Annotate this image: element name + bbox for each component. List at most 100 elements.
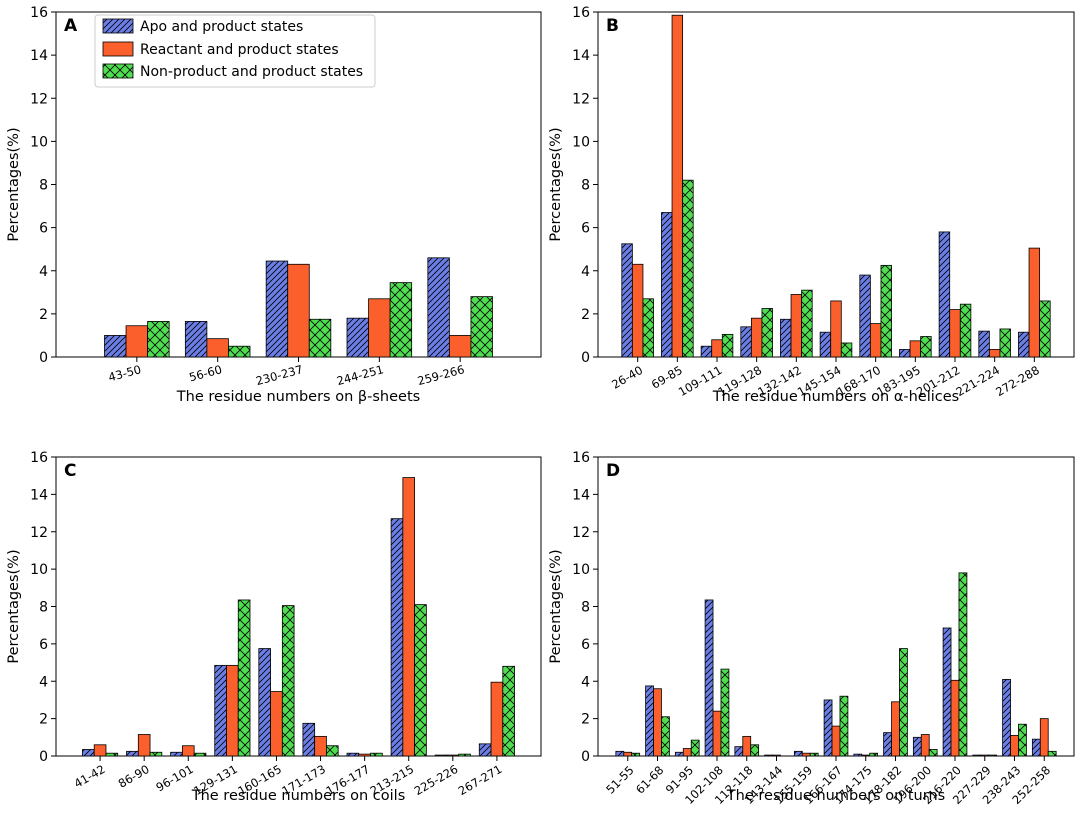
legend-label-nonproduct: Non-product and product states bbox=[140, 64, 363, 80]
y-tick-label: 12 bbox=[30, 525, 48, 541]
y-tick-label: 14 bbox=[572, 487, 590, 503]
bar-hatch-apo-102-108 bbox=[705, 599, 714, 756]
x-tick-label: 267-271 bbox=[456, 762, 505, 798]
panel-label-d: D bbox=[606, 461, 620, 481]
bar-hatch-nonproduct-26-40 bbox=[642, 298, 654, 357]
bar-hatch-nonproduct-201-212 bbox=[960, 304, 971, 357]
bar-hatch-apo-176-177 bbox=[347, 753, 359, 756]
bar-hatch-apo-168-170 bbox=[859, 275, 871, 357]
legend-label-apo: Apo and product states bbox=[140, 19, 303, 35]
y-tick-label: 2 bbox=[39, 307, 48, 323]
y-tick-label: 0 bbox=[39, 350, 48, 366]
y-tick-label: 4 bbox=[581, 674, 590, 690]
bar-reactant-26-40 bbox=[631, 263, 644, 358]
panel-label-b: B bbox=[606, 16, 619, 36]
y-tick-label: 0 bbox=[39, 749, 48, 765]
y-tick-label: 8 bbox=[581, 178, 590, 194]
bar-hatch-apo-272-288 bbox=[1018, 332, 1030, 357]
bar-hatch-apo-43-50 bbox=[104, 335, 127, 357]
y-tick-label: 14 bbox=[572, 48, 590, 64]
bar-hatch-apo-201-212 bbox=[939, 231, 950, 357]
bar-hatch-apo-166-167 bbox=[824, 699, 833, 756]
bar-hatch-nonproduct-91-95 bbox=[691, 740, 700, 756]
bar-hatch-nonproduct-96-101 bbox=[194, 753, 206, 756]
y-tick-label: 2 bbox=[39, 712, 48, 728]
y-axis-label: Percentages(%) bbox=[6, 549, 22, 663]
y-tick-label: 6 bbox=[39, 637, 48, 653]
y-tick-label: 4 bbox=[39, 264, 48, 280]
bar-reactant-216-220 bbox=[950, 679, 960, 757]
y-tick-label: 4 bbox=[39, 674, 48, 690]
bar-reactant-201-212 bbox=[949, 309, 961, 358]
bar-hatch-nonproduct-168-170 bbox=[880, 265, 892, 357]
x-tick-label: 41-42 bbox=[72, 762, 108, 791]
x-tick-label: 86-90 bbox=[116, 762, 152, 791]
bar-reactant-43-50 bbox=[125, 325, 149, 358]
bar-reactant-213-215 bbox=[402, 477, 416, 757]
x-axis-label: The residue numbers on β-sheets bbox=[176, 389, 420, 405]
legend-swatch-nonproduct-hatch bbox=[103, 64, 133, 78]
bar-hatch-apo-216-220 bbox=[943, 627, 952, 756]
bar-reactant-56-60 bbox=[206, 338, 229, 358]
bar-hatch-nonproduct-129-131 bbox=[238, 599, 250, 756]
bar-hatch-apo-155-159 bbox=[794, 751, 803, 756]
y-tick-label: 12 bbox=[30, 91, 48, 107]
bar-hatch-apo-96-101 bbox=[170, 752, 183, 756]
bar-hatch-apo-61-68 bbox=[645, 685, 654, 756]
bar-hatch-nonproduct-230-237 bbox=[309, 319, 331, 357]
y-tick-label: 12 bbox=[572, 525, 590, 541]
bar-hatch-nonproduct-155-159 bbox=[810, 753, 819, 756]
bar-reactant-145-154 bbox=[830, 300, 842, 358]
bar-reactant-96-101 bbox=[181, 745, 195, 757]
x-axis-label: The residue numbers on coils bbox=[191, 788, 406, 804]
x-tick-label: 230-237 bbox=[254, 362, 304, 388]
bar-reactant-225-226 bbox=[446, 754, 460, 757]
bar-hatch-apo-86-90 bbox=[126, 751, 139, 756]
bar-hatch-apo-227-229 bbox=[972, 755, 981, 756]
bar-reactant-41-42 bbox=[93, 744, 107, 757]
bar-reactant-166-167 bbox=[831, 725, 841, 757]
bar-reactant-238-243 bbox=[1010, 735, 1019, 757]
x-tick-label: 96-101 bbox=[153, 762, 195, 794]
y-axis-label: Percentages(%) bbox=[548, 549, 564, 663]
y-tick-label: 10 bbox=[30, 562, 48, 578]
bar-hatch-nonproduct-196-200 bbox=[929, 749, 938, 756]
bar-reactant-102-108 bbox=[712, 710, 722, 757]
bar-hatch-nonproduct-86-90 bbox=[150, 752, 162, 756]
bar-hatch-apo-238-243 bbox=[1002, 679, 1011, 756]
bar-hatch-apo-183-195 bbox=[899, 349, 911, 357]
bar-hatch-nonproduct-183-195 bbox=[920, 336, 932, 357]
panel-label-a: A bbox=[64, 16, 78, 36]
bar-hatch-nonproduct-145-154 bbox=[841, 342, 852, 357]
y-tick-label: 6 bbox=[39, 221, 48, 237]
bar-reactant-86-90 bbox=[137, 734, 151, 757]
bar-reactant-171-173 bbox=[314, 735, 327, 757]
bar-reactant-221-224 bbox=[988, 349, 1001, 358]
y-tick-label: 8 bbox=[581, 600, 590, 616]
bar-hatch-apo-221-224 bbox=[978, 331, 990, 357]
bar-hatch-nonproduct-225-226 bbox=[458, 754, 471, 756]
legend-swatch-reactant bbox=[102, 41, 134, 57]
bar-hatch-nonproduct-160-165 bbox=[282, 605, 295, 756]
y-tick-label: 16 bbox=[572, 5, 590, 21]
bar-reactant-160-165 bbox=[270, 691, 283, 757]
y-tick-label: 0 bbox=[581, 350, 590, 366]
bar-hatch-nonproduct-102-108 bbox=[720, 669, 729, 756]
bar-reactant-109-111 bbox=[711, 339, 723, 358]
bar-reactant-132-142 bbox=[790, 294, 803, 358]
bar-hatch-apo-174-175 bbox=[853, 754, 862, 756]
x-tick-label: 43-50 bbox=[107, 362, 143, 384]
bar-reactant-155-159 bbox=[801, 752, 811, 757]
x-axis-label: The residue numbers on α-helices bbox=[712, 389, 959, 405]
bar-hatch-nonproduct-56-60 bbox=[228, 346, 250, 357]
bar-hatch-apo-91-95 bbox=[675, 752, 684, 756]
bar-hatch-apo-56-60 bbox=[185, 321, 207, 357]
bar-hatch-apo-51-55 bbox=[615, 751, 624, 756]
x-tick-label: 259-266 bbox=[416, 362, 466, 388]
bar-hatch-apo-252-258 bbox=[1032, 739, 1041, 756]
bar-hatch-apo-112-118 bbox=[734, 746, 743, 756]
chart-panel-d: 024681012141651-5561-6891-95102-108112-1… bbox=[548, 450, 1075, 807]
